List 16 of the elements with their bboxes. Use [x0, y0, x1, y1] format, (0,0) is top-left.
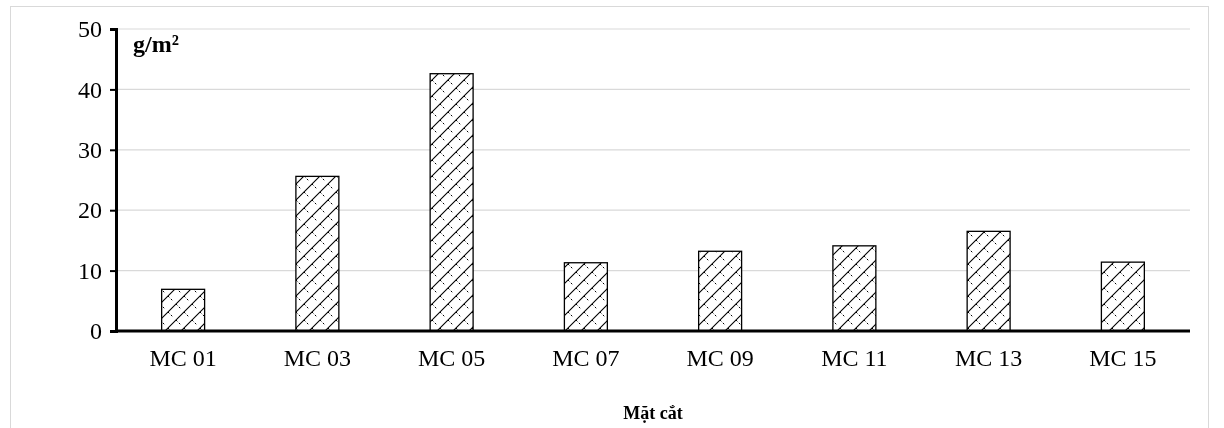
x-tick-label: MC 13 — [954, 345, 1023, 372]
y-tick-label: 30 — [78, 136, 102, 163]
x-tick-label: MC 07 — [552, 345, 620, 372]
x-tick-label: MC 03 — [283, 345, 352, 372]
x-tick-label: MC 15 — [1089, 345, 1157, 372]
y-tick-label: 20 — [78, 197, 102, 224]
x-tick-label: MC 05 — [417, 345, 486, 372]
y-tick-label: 0 — [90, 318, 102, 345]
x-tick-label: MC 11 — [821, 345, 888, 372]
x-tick-label: MC 01 — [149, 345, 217, 372]
y-tick-label: 50 — [78, 16, 102, 43]
x-tick-label: MC 09 — [686, 345, 754, 372]
y-tick-label: 40 — [78, 76, 102, 103]
y-tick-label: 10 — [78, 257, 102, 284]
x-axis-title: Mặt cắt — [623, 403, 683, 423]
y-axis-title: g/m² — [133, 31, 179, 57]
